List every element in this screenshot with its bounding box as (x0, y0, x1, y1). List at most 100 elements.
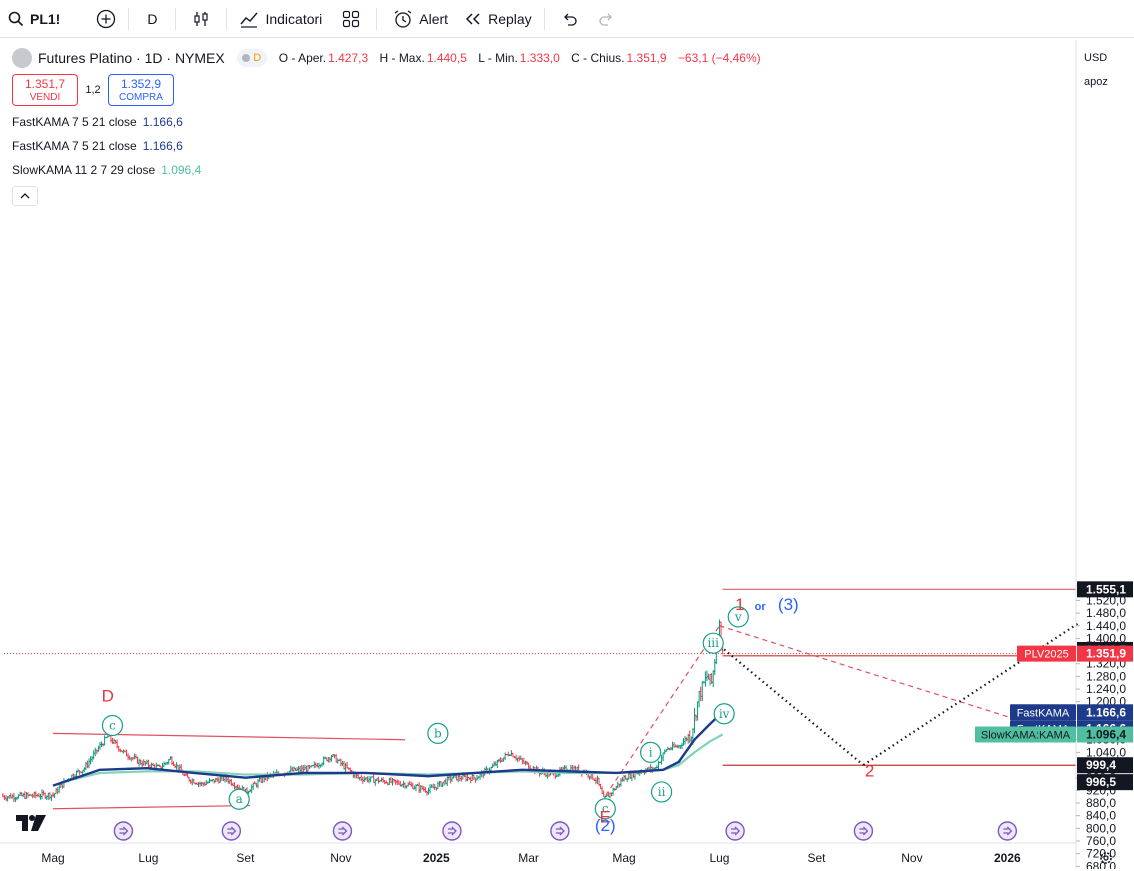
sell-button[interactable]: 1.351,7 VENDI (12, 74, 78, 106)
market-status-badge[interactable]: D (236, 49, 267, 67)
indicator-name: SlowKAMA 11 2 7 29 close (12, 163, 156, 177)
wave-label: i (649, 745, 653, 759)
collapse-legend-button[interactable] (12, 186, 38, 206)
event-marker-icon (113, 821, 134, 841)
price-axis-label: 1.555,1 (1086, 582, 1126, 596)
price-axis-label: 1.096,4 (1086, 728, 1126, 742)
price-axis-label-bg (1077, 757, 1133, 774)
wave-label: a (236, 792, 243, 806)
currency-button[interactable]: USD (1084, 52, 1108, 64)
wave-label: 2 (865, 761, 874, 780)
price-tick-label: 800,0 (1086, 821, 1116, 835)
plus-circle-icon (97, 9, 116, 28)
toolbar-divider (376, 7, 378, 30)
time-tick-label: Set (236, 851, 255, 865)
sell-label: VENDI (29, 92, 61, 103)
buy-price: 1.352,9 (120, 77, 162, 91)
indicators-label: Indicatori (265, 10, 323, 27)
event-marker-icon (725, 821, 745, 841)
time-tick-label: Lug (138, 851, 158, 865)
indicator-row-fastkama-1[interactable]: FastKAMA 7 5 21 close 1.166,6 (12, 110, 769, 134)
indicator-value: 1.166,6 (142, 115, 183, 129)
toolbar-divider (226, 7, 228, 30)
scale-mode-button[interactable]: apoz (1084, 76, 1108, 88)
candles (1, 619, 724, 803)
buy-button[interactable]: 1.352,9 COMPRA (108, 74, 174, 106)
alert-button[interactable]: Alert (381, 0, 456, 38)
top-toolbar: PL1! D Indicatori Alert Replay (0, 0, 1134, 38)
indicators-button[interactable]: Indicatori (231, 0, 330, 38)
trade-buttons: 1.351,7 VENDI 1,2 1.352,9 COMPRA (12, 74, 769, 106)
symbol-title: Futures Platino · 1D · NYMEX (38, 50, 225, 66)
chart-legend: Futures Platino · 1D · NYMEX D O - Aper.… (12, 48, 769, 206)
price-tick-label: 760,0 (1086, 834, 1116, 848)
redo-button[interactable] (591, 0, 621, 38)
price-axis-header: USD apoz (1078, 48, 1128, 92)
price-tick-label: 840,0 (1086, 809, 1116, 823)
series-tag-label: FastKAMA (1017, 707, 1070, 719)
wave-circle (427, 722, 449, 744)
low-label: L - Min. (478, 51, 518, 65)
indicators-chart-icon (240, 12, 258, 28)
series-tag-label: SlowKAMA:KAMA (981, 730, 1071, 742)
spread-value: 1,2 (85, 84, 101, 96)
symbol-search-button[interactable]: PL1! (0, 0, 68, 38)
event-marker-icon (442, 821, 462, 841)
wave-circle (594, 798, 616, 820)
tradingview-logo[interactable] (16, 815, 46, 836)
indicator-name: FastKAMA 7 5 21 close (12, 139, 137, 153)
wave-label: E (600, 807, 611, 826)
price-tick-label: 1.440,0 (1086, 619, 1126, 633)
event-marker-icon (221, 821, 242, 841)
price-axis-label-bg (1077, 645, 1133, 662)
wave-label: c (109, 718, 116, 732)
wave-label: iv (719, 707, 730, 721)
redo-icon (599, 13, 612, 26)
indicator-legend: FastKAMA 7 5 21 close 1.166,6 FastKAMA 7… (12, 110, 769, 182)
interval-button[interactable]: D (133, 0, 171, 38)
event-marker-icon (853, 821, 874, 841)
replay-button[interactable]: Replay (456, 0, 540, 38)
indicator-name: FastKAMA 7 5 21 close (12, 115, 137, 129)
undo-button[interactable] (549, 0, 591, 38)
close-label: C - Chius. (571, 51, 625, 65)
indicator-row-fastkama-2[interactable]: FastKAMA 7 5 21 close 1.166,6 (12, 134, 769, 158)
price-axis-label: 996,5 (1086, 775, 1116, 789)
chart-type-button[interactable] (180, 0, 222, 38)
series-tag-bg (975, 726, 1076, 743)
series-tag-bg (1017, 645, 1076, 662)
search-icon (8, 11, 24, 26)
wave-circle (713, 703, 735, 725)
series-tag-label: PLV2025 (1024, 649, 1068, 661)
wave-label: ii (658, 785, 666, 799)
trendline (600, 625, 720, 804)
indicator-value: 1.166,6 (142, 139, 183, 153)
wave-label: v (734, 610, 742, 624)
time-tick-label: Lug (709, 851, 729, 865)
price-tick-label: 1.400,0 (1086, 631, 1126, 645)
trendline (862, 621, 1080, 766)
indicator-row-slowkama[interactable]: SlowKAMA 11 2 7 29 close 1.096,4 (12, 158, 769, 182)
time-tick-label: Nov (901, 851, 922, 865)
wave-circle (727, 606, 749, 628)
compare-button[interactable] (68, 0, 124, 38)
wave-label: D (102, 686, 114, 705)
chart-settings-button[interactable] (1098, 850, 1114, 871)
wave-label: b (434, 726, 442, 740)
rewind-icon (466, 12, 480, 25)
indicator-value: 1.096,4 (161, 163, 202, 177)
price-tick-label: 1.240,0 (1086, 682, 1126, 696)
layouts-button[interactable] (330, 0, 372, 38)
tradingview-logo-icon (16, 815, 46, 831)
event-markers[interactable] (113, 821, 1018, 841)
trendlines (52, 621, 1086, 810)
price-tick-label: 1.480,0 (1086, 606, 1126, 620)
toolbar-divider (128, 7, 130, 30)
sell-price: 1.351,7 (24, 77, 66, 91)
symbol-label: PL1! (30, 10, 61, 27)
event-arrow-icon (227, 826, 237, 836)
price-tick-label: 880,0 (1086, 796, 1116, 810)
symbol-legend-row[interactable]: Futures Platino · 1D · NYMEX D O - Aper.… (12, 48, 769, 68)
high-value: 1.440,5 (426, 51, 467, 65)
